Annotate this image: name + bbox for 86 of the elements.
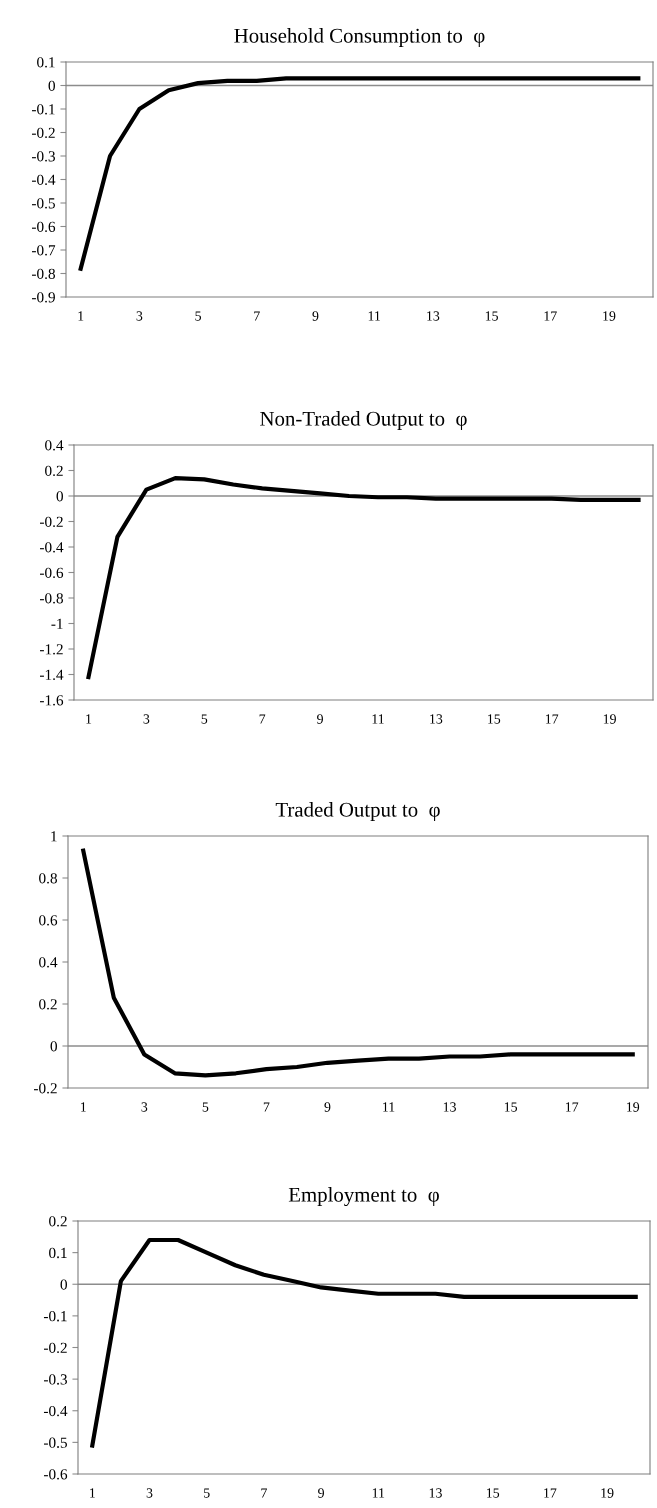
y-tick-label: -0.9 [31, 292, 55, 303]
x-tick-label: 19 [603, 714, 616, 724]
x-tick-label: 13 [443, 1102, 456, 1112]
y-tick-label: -0.8 [31, 268, 55, 280]
x-tick-label: 15 [488, 714, 501, 724]
x-tick-label: 1 [90, 1488, 95, 1498]
line-series [81, 848, 635, 1078]
y-tick-label: 0 [56, 491, 63, 502]
x-tick-label: 11 [372, 714, 384, 724]
x-tick-label: 19 [603, 311, 616, 321]
x-tick-label: 5 [195, 311, 201, 321]
y-tick-label: -0.2 [43, 1342, 67, 1354]
y-tick-label: -0.6 [31, 221, 56, 233]
y-tick-label: 1 [51, 831, 57, 842]
y-tick-label: -0.8 [39, 593, 63, 604]
x-tick-label: 17 [544, 311, 557, 321]
y-tick-label: -0.2 [31, 127, 55, 139]
y-tick-label: -0.2 [33, 1083, 57, 1094]
y-tick-label: -0.6 [43, 1469, 68, 1480]
y-tick-label: -0.7 [31, 245, 56, 256]
x-tick-label: 7 [261, 1488, 267, 1498]
y-tick-label: 0.2 [45, 465, 63, 477]
chart-title: Traded Output to φ [275, 802, 440, 821]
x-tick-label: 7 [254, 311, 260, 321]
y-tick-label: 0.2 [49, 1216, 67, 1227]
x-tick-label: 17 [545, 714, 559, 724]
x-tick-label: 19 [601, 1488, 614, 1498]
x-tick-label: 5 [201, 714, 208, 724]
y-tick-label: -0.1 [43, 1311, 67, 1322]
x-tick-label: 5 [202, 1102, 209, 1112]
y-tick-label: -1.2 [39, 644, 63, 655]
y-tick-label: -0.4 [43, 1405, 68, 1417]
x-tick-label: 7 [259, 714, 266, 724]
x-tick-label: 13 [427, 311, 440, 321]
chart-title: Household Consumption to φ [234, 28, 485, 47]
x-tick-label: 11 [372, 1488, 385, 1498]
y-tick-label: -1.6 [39, 695, 64, 706]
x-tick-label: 15 [485, 311, 498, 321]
x-tick-label: 1 [81, 1102, 86, 1112]
y-tick-label: -0.5 [43, 1437, 67, 1448]
y-tick-label: 0.8 [39, 873, 57, 884]
x-tick-label: 9 [317, 714, 323, 724]
y-tick-label: 0.2 [39, 999, 57, 1010]
x-tick-label: 13 [430, 714, 443, 724]
y-tick-label: 0 [50, 1041, 57, 1052]
y-tick-label: -0.1 [31, 104, 55, 115]
line-series [86, 476, 641, 680]
y-tick-label: 0.4 [39, 957, 58, 968]
y-tick-label: 0 [48, 80, 55, 91]
x-tick-label: 5 [204, 1488, 210, 1498]
x-tick-label: 3 [143, 714, 150, 724]
y-tick-label: -1 [51, 618, 63, 629]
x-tick-label: 15 [486, 1488, 500, 1498]
y-tick-label: -0.5 [31, 198, 55, 209]
x-tick-label: 9 [318, 1488, 324, 1498]
y-tick-label: -0.2 [39, 516, 63, 528]
y-tick-label: 0.1 [37, 57, 55, 68]
chart-title: Non-Traded Output to φ [260, 411, 467, 430]
line-series [90, 1237, 638, 1448]
y-tick-label: 0.4 [45, 440, 64, 451]
x-tick-label: 7 [263, 1102, 270, 1112]
x-tick-label: 1 [78, 311, 84, 321]
y-tick-label: -0.6 [39, 567, 64, 579]
y-tick-label: -0.3 [43, 1374, 67, 1385]
x-tick-label: 13 [429, 1488, 442, 1498]
y-tick-label: -1.4 [39, 669, 64, 681]
x-tick-label: 9 [312, 311, 319, 321]
x-tick-label: 11 [383, 1102, 395, 1112]
x-tick-label: 15 [504, 1102, 518, 1112]
x-tick-label: 19 [627, 1102, 640, 1112]
x-tick-label: 9 [324, 1102, 331, 1112]
line-series [78, 76, 641, 271]
y-tick-label: -0.3 [31, 151, 55, 162]
x-tick-label: 17 [565, 1102, 579, 1112]
x-tick-label: 3 [136, 311, 143, 321]
y-tick-label: -0.4 [39, 542, 64, 553]
y-tick-label: -0.4 [31, 174, 56, 186]
chart-title: Employment to φ [288, 1187, 439, 1207]
x-tick-label: 3 [141, 1102, 148, 1112]
x-tick-label: 3 [146, 1488, 153, 1498]
y-tick-label: 0.6 [39, 915, 58, 926]
x-tick-label: 11 [368, 311, 381, 321]
x-tick-label: 1 [86, 714, 92, 724]
y-tick-label: 0 [60, 1279, 67, 1290]
y-tick-label: 0.1 [49, 1247, 67, 1259]
x-tick-label: 17 [544, 1488, 557, 1498]
